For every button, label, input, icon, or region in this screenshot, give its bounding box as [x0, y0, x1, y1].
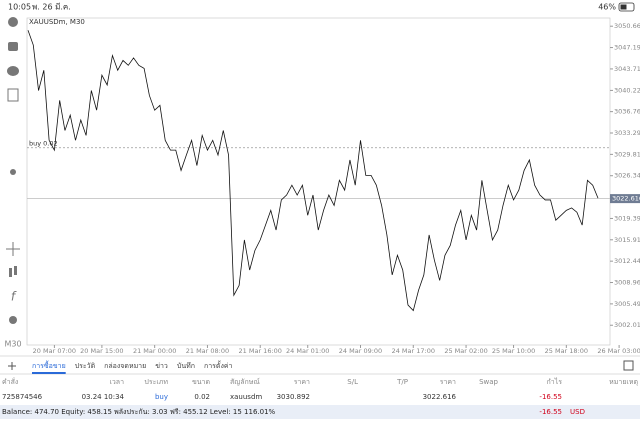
x-tick-label: 25 Mar 02:00	[444, 347, 487, 355]
footer-bar	[0, 405, 640, 419]
chart-layer: 3050.665 3047.190 3043.715 3040.220 3036.765…	[27, 22, 640, 355]
table-header: ขนาด	[192, 378, 210, 386]
tool-candles-2[interactable]	[14, 266, 17, 275]
y-tick-label: 3040.220	[614, 86, 640, 94]
y-tick-label: 3047.190	[614, 44, 640, 52]
x-tick-label: 24 Mar 01:00	[286, 347, 329, 355]
table-header: เวลา	[109, 378, 124, 386]
x-tick-label: 25 Mar 10:00	[492, 347, 535, 355]
x-tick-label: 25 Mar 18:00	[545, 347, 588, 355]
add-button[interactable]	[8, 362, 16, 370]
table-header: S/L	[347, 378, 358, 386]
table-cell: 3022.616	[423, 393, 457, 401]
y-tick-label: 3002.015	[614, 321, 640, 329]
table-cell: 03.24 10:34	[82, 393, 125, 401]
x-tick-label: 20 Mar 15:00	[80, 347, 123, 355]
x-tick-label: 21 Mar 08:00	[186, 347, 229, 355]
y-tick-label: 3019.390	[614, 214, 640, 222]
price-box	[610, 194, 640, 204]
y-tick-label: 3033.290	[614, 129, 640, 137]
table-header: ประเภท	[144, 378, 168, 386]
status-time: 10:05	[8, 3, 31, 12]
x-tick-label: 21 Mar 00:00	[133, 347, 176, 355]
table-cell: xauusdm	[230, 393, 262, 401]
tool-candles[interactable]	[9, 268, 12, 277]
x-tick-label: 24 Mar 17:00	[392, 347, 435, 355]
y-tick-label: 3026.340	[614, 172, 640, 180]
tab[interactable]: ข่าว	[155, 362, 168, 370]
x-tick-label: 24 Mar 09:00	[339, 347, 382, 355]
table-cell: -16.55	[539, 393, 562, 401]
y-tick-label: 3036.765	[614, 108, 640, 116]
table-header: สัญลักษณ์	[230, 378, 260, 386]
tab[interactable]: บันทึก	[177, 361, 195, 370]
timeframe[interactable]: M30	[4, 340, 21, 349]
table-header: T/P	[396, 378, 408, 386]
table-cell: 3030.892	[277, 393, 310, 401]
tab[interactable]: กล่องจดหมาย	[104, 362, 146, 370]
tab[interactable]: การตั้งค่า	[204, 359, 233, 370]
tool-account[interactable]	[8, 17, 18, 27]
tool-chat[interactable]	[7, 66, 19, 76]
y-tick-label: 3050.665	[614, 22, 640, 30]
y-tick-label: 3043.715	[614, 65, 640, 73]
y-tick-label: 3008.965	[614, 279, 640, 287]
table-header: หมายเหตุ	[609, 378, 638, 386]
tab[interactable]: ประวัติ	[75, 362, 96, 370]
footer-currency: USD	[570, 408, 585, 416]
table-header: Swap	[479, 378, 498, 386]
table-header: คำสั่ง	[2, 377, 18, 386]
y-tick-label: 3029.815	[614, 150, 640, 158]
plot-frame	[26, 17, 611, 346]
price-label: 3022.616	[612, 195, 640, 203]
table-cell: buy	[155, 393, 168, 401]
y-tick-label: 3012.440	[614, 257, 640, 265]
x-tick-label: 20 Mar 07:00	[33, 347, 76, 355]
table-header: ราคา	[294, 378, 310, 386]
table-header: ราคา	[440, 378, 456, 386]
status-battery: 46%	[598, 3, 616, 12]
footer-profit: -16.55	[539, 408, 562, 416]
order-line-label: buy 0.02	[29, 140, 58, 148]
y-tick-label: 3015.915	[614, 236, 640, 244]
table-header: กำไร	[547, 377, 563, 386]
tab[interactable]: การซื้อขาย	[32, 359, 66, 370]
tool-new[interactable]	[7, 88, 19, 102]
y-tick-label: 3005.490	[614, 300, 640, 308]
tab-underline	[32, 372, 66, 374]
price-line-series	[27, 30, 599, 312]
tool-indicators[interactable]: f	[11, 290, 17, 304]
table-cell: 725874546	[2, 393, 43, 401]
x-tick-label: 26 Mar 03:00	[597, 347, 640, 355]
table-cell: 0.02	[194, 393, 210, 401]
layout-button[interactable]	[623, 360, 634, 371]
tool-trade[interactable]	[8, 42, 18, 51]
battery-icon	[618, 2, 635, 12]
tool-crosshair[interactable]	[6, 242, 20, 256]
status-date: พ. 26 มี.ค.	[32, 3, 71, 12]
chart-title: XAUUSDm, M30	[29, 18, 85, 26]
battery-level	[620, 4, 627, 10]
toolbar: f	[6, 17, 20, 324]
footer-summary: Balance: 474.70 Equity: 458.15 พลังประกั…	[2, 408, 276, 416]
tool-dot[interactable]	[10, 169, 16, 175]
x-tick-label: 21 Mar 16:00	[239, 347, 282, 355]
tool-objects[interactable]	[9, 316, 17, 324]
